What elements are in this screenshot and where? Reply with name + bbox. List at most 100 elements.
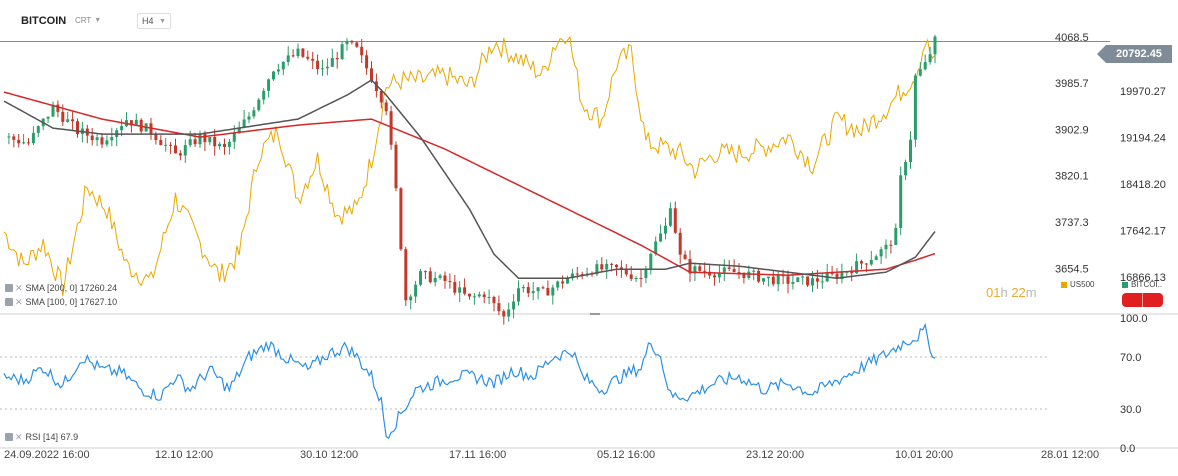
indicator-controls[interactable]: ✕ <box>5 297 23 307</box>
candle-body <box>453 281 457 293</box>
candle-body <box>693 266 697 274</box>
candle-body <box>815 278 819 282</box>
btc-swatch <box>1122 281 1128 288</box>
candle-body <box>164 144 168 146</box>
candle-body <box>227 141 231 147</box>
us500-tick-label: 4068.5 <box>1055 32 1089 44</box>
candle-body <box>394 144 398 189</box>
candle-body <box>771 276 775 285</box>
close-icon[interactable]: ✕ <box>15 297 23 307</box>
candle-body <box>561 281 565 284</box>
indicator-sma100[interactable]: ✕ SMA [100, 0] 17627.10 <box>5 297 117 307</box>
rsi-tick-label: 30.0 <box>1120 404 1141 416</box>
candle-body <box>526 287 530 294</box>
candle-body <box>757 270 761 282</box>
indicator-controls[interactable]: ✕ <box>5 432 23 442</box>
btc-tick-label: 18418.20 <box>1120 179 1166 191</box>
indicator-controls[interactable]: ✕ <box>5 283 23 293</box>
candle-body <box>90 135 94 141</box>
candle-body <box>252 110 256 117</box>
candle-body <box>923 62 927 70</box>
candle-body <box>120 126 124 131</box>
candle-body <box>634 277 638 279</box>
indicator-rsi[interactable]: ✕ RSI [14] 67.9 <box>5 432 78 442</box>
symbol-type-dropdown[interactable]: CRT ▼ <box>75 16 101 25</box>
candle-body <box>46 116 50 119</box>
candle-body <box>71 119 75 122</box>
candle-body <box>105 140 109 145</box>
candle-body <box>159 140 163 146</box>
candle-body <box>913 75 917 140</box>
btc-tick-label: 17642.17 <box>1120 226 1166 238</box>
candle-body <box>188 139 192 146</box>
candle-body <box>100 137 104 145</box>
candle-body <box>458 287 462 293</box>
sell-buy-buttons[interactable] <box>1122 293 1163 307</box>
candle-body <box>448 281 452 283</box>
legend-us500[interactable]: US500 <box>1061 280 1094 289</box>
candle-body <box>776 274 780 285</box>
candle-body <box>409 296 413 301</box>
candle-body <box>389 111 393 145</box>
countdown-minutes: 22 <box>1011 285 1026 300</box>
candle-body <box>811 278 814 286</box>
candle-body <box>232 133 236 142</box>
candle-body <box>487 296 491 298</box>
candle-body <box>673 208 677 233</box>
close-icon[interactable]: ✕ <box>15 283 23 293</box>
settings-icon[interactable] <box>5 298 13 306</box>
candle-body <box>536 287 540 292</box>
candle-body <box>654 241 658 254</box>
candle-body <box>752 270 756 272</box>
candle-body <box>12 136 16 140</box>
close-icon[interactable]: ✕ <box>15 432 23 442</box>
candle-body <box>801 276 805 278</box>
rsi-tick-label: 70.0 <box>1120 352 1141 364</box>
candle-body <box>928 54 932 63</box>
candle-body <box>933 36 937 55</box>
candle-body <box>472 296 476 298</box>
candle-body <box>365 55 369 69</box>
candle-body <box>110 137 114 141</box>
sma200-label: SMA [200, 0] 17260.24 <box>25 283 118 293</box>
candle-body <box>267 79 271 91</box>
candle-body <box>31 132 35 144</box>
timeframe-select[interactable]: H4 ▼ <box>137 13 171 29</box>
candle-body <box>419 271 422 285</box>
sma100-line <box>3 79 936 279</box>
countdown-m-unit: m <box>1025 285 1037 300</box>
candle-body <box>438 275 442 278</box>
indicator-sma200[interactable]: ✕ SMA [200, 0] 17260.24 <box>5 283 117 293</box>
settings-icon[interactable] <box>5 284 13 292</box>
candle-body <box>443 275 447 282</box>
candle-body <box>7 136 11 138</box>
candle-body <box>433 277 437 283</box>
candle-body <box>468 293 471 297</box>
candle-body <box>517 288 520 302</box>
candle-body <box>262 90 266 100</box>
candle-body <box>379 91 383 103</box>
candle-body <box>414 284 418 297</box>
candle-body <box>541 287 545 289</box>
candle-body <box>492 296 496 304</box>
candle-body <box>281 61 285 70</box>
candle-body <box>301 48 305 57</box>
candle-body <box>477 294 481 297</box>
x-tick-label: 17.11 16:00 <box>449 449 506 461</box>
candle-body <box>600 264 604 270</box>
candle-body <box>566 278 569 284</box>
legend-btc[interactable]: BITCOI.. <box>1122 280 1162 289</box>
candle-body <box>17 139 21 144</box>
candle-body <box>272 71 275 80</box>
candle-body <box>291 55 295 57</box>
candle-body <box>688 259 692 274</box>
candle-body <box>806 276 810 286</box>
candle-body <box>864 263 868 265</box>
candle-body <box>247 116 251 120</box>
candle-body <box>610 263 614 265</box>
candle-body <box>722 267 726 273</box>
settings-icon[interactable] <box>5 433 13 441</box>
candle-body <box>649 253 653 270</box>
rsi-tick-label: 0.0 <box>1120 443 1135 455</box>
